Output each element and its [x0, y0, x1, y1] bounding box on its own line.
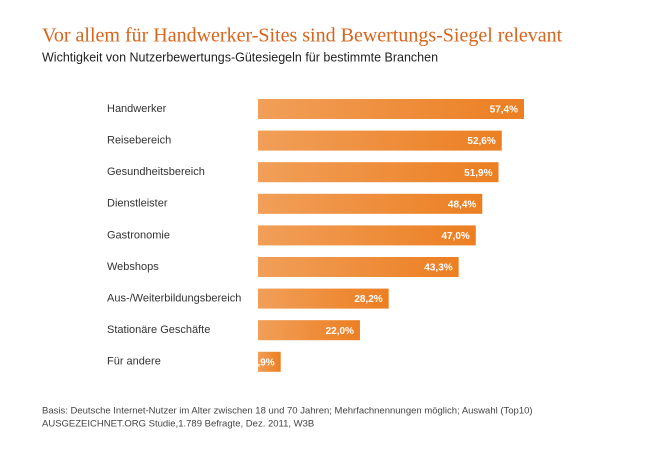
chart-title: Vor allem für Handwerker-Sites sind Bewe…: [42, 25, 563, 47]
category-label: Gastronomie: [107, 229, 170, 241]
bar-shine: [258, 225, 476, 246]
chart-subtitle: Wichtigkeit von Nutzerbewertungs-Gütesie…: [42, 50, 438, 64]
value-label: 47,0%: [441, 231, 469, 242]
category-label: Webshops: [107, 261, 159, 273]
value-label: 22,0%: [326, 326, 354, 337]
source-note: AUSGEZEICHNET.ORG Studie,1.789 Befragte,…: [42, 419, 314, 430]
bar-shine: [258, 130, 502, 151]
bar-shine: [258, 193, 483, 214]
bar-shine: [258, 351, 281, 372]
bar-shine: [258, 162, 499, 183]
bar-shine: [258, 320, 360, 341]
value-label: 57,4%: [490, 105, 518, 116]
value-label: 52,6%: [467, 136, 495, 147]
category-label: Reisebereich: [107, 135, 171, 147]
value-label: 4,9%: [252, 357, 275, 368]
value-label: 51,9%: [464, 168, 492, 179]
bar-shine: [258, 257, 459, 277]
category-label: Handwerker: [107, 103, 167, 115]
category-label: Stationäre Geschäfte: [107, 324, 210, 336]
value-label: 48,4%: [448, 199, 476, 210]
source-note: Basis: Deutsche Internet-Nutzer im Alter…: [42, 406, 533, 417]
value-label: 28,2%: [354, 294, 382, 305]
category-label: Dienstleister: [107, 198, 168, 210]
bar-shine: [258, 288, 389, 309]
category-label: Aus-/Weiterbildungsbereich: [107, 293, 241, 305]
value-label: 43,3%: [424, 263, 452, 274]
category-label: Gesundheitsbereich: [107, 166, 205, 178]
bar-shine: [258, 99, 524, 119]
category-label: Für andere: [107, 356, 161, 368]
